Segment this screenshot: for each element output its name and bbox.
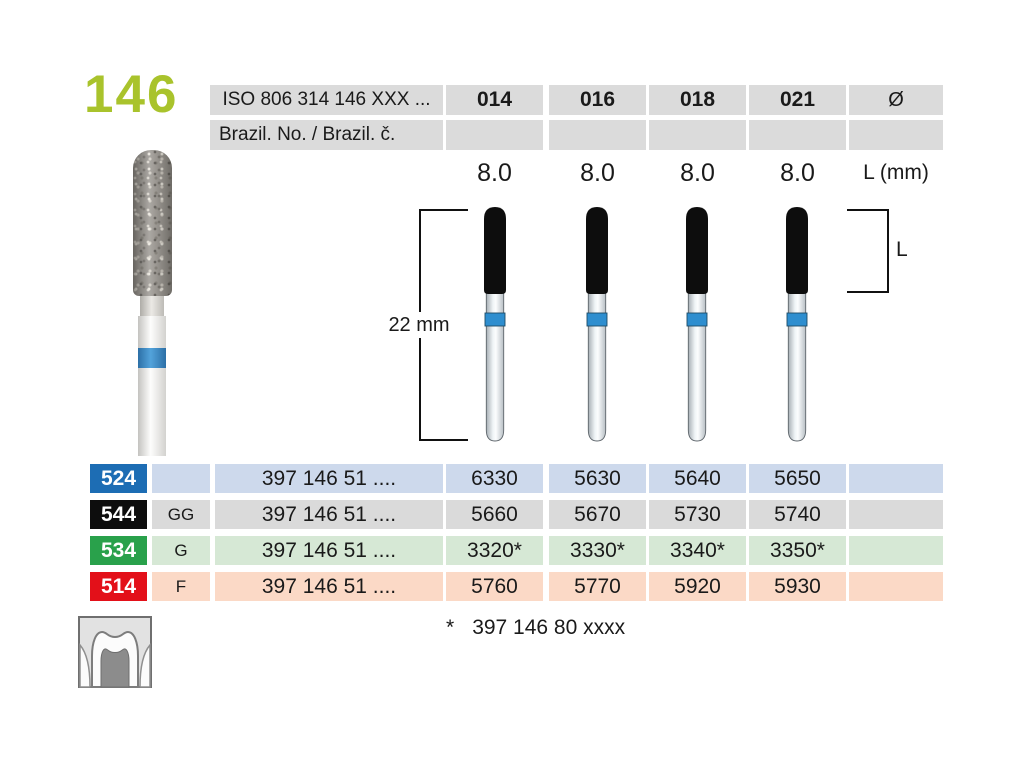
value-cell: 5640 (649, 464, 746, 493)
table-row: 524 397 146 51 .... 6330 5630 5640 5650 (0, 464, 1024, 493)
diameter-cell (849, 536, 943, 565)
brazil-spacer-cell (649, 120, 746, 150)
grit-grade-cell: G (152, 536, 210, 565)
working-length-bracket (887, 209, 889, 293)
size-header-018: 018 (649, 85, 746, 115)
size-header-016: 016 (549, 85, 646, 115)
overall-length-bracket (419, 209, 468, 211)
table-row: 514 F 397 146 51 .... 5760 5770 5920 593… (0, 572, 1024, 601)
bur-illustration-016-icon (586, 207, 608, 442)
bur-illustration-018-icon (686, 207, 708, 442)
diameter-cell (849, 500, 943, 529)
diamond-bur-photo-icon (127, 150, 177, 456)
value-cell: 3350* (749, 536, 846, 565)
order-number-cell: 397 146 51 .... (215, 464, 443, 493)
grit-grade-cell (152, 464, 210, 493)
value-cell: 5920 (649, 572, 746, 601)
code-badge: 534 (90, 536, 147, 565)
brazil-spacer-cell (849, 120, 943, 150)
bur-photo-shaft (138, 316, 166, 456)
size-header-014: 014 (446, 85, 543, 115)
diameter-cell (849, 572, 943, 601)
value-cell: 5770 (549, 572, 646, 601)
length-value: 8.0 (680, 159, 715, 187)
brazil-number-header: Brazil. No. / Brazil. č. (210, 120, 443, 150)
length-unit-label: L (mm) (863, 161, 929, 184)
order-number-cell: 397 146 51 .... (215, 500, 443, 529)
brazil-spacer-cell (446, 120, 543, 150)
value-cell: 5650 (749, 464, 846, 493)
brazil-spacer-cell (549, 120, 646, 150)
bur-illustration-014-icon (484, 207, 506, 442)
value-cell: 3330* (549, 536, 646, 565)
value-cell: 5740 (749, 500, 846, 529)
working-length-bracket (847, 209, 889, 211)
code-badge: 544 (90, 500, 147, 529)
diameter-cell (849, 464, 943, 493)
length-value: 8.0 (477, 159, 512, 187)
figure-number: 146 (84, 65, 179, 124)
length-value: 8.0 (580, 159, 615, 187)
value-cell: 5760 (446, 572, 543, 601)
order-number-cell: 397 146 51 .... (215, 572, 443, 601)
footnote-marker: * (446, 616, 455, 639)
bur-illustration-021-icon (786, 207, 808, 442)
brazil-spacer-cell (749, 120, 846, 150)
table-row: 534 G 397 146 51 .... 3320* 3330* 3340* … (0, 536, 1024, 565)
footnote: * 397 146 80 xxxx (446, 616, 625, 640)
code-badge: 524 (90, 464, 147, 493)
value-cell: 5930 (749, 572, 846, 601)
iso-number-header: ISO 806 314 146 XXX ... (210, 85, 443, 115)
grit-grade-cell: F (152, 572, 210, 601)
length-value: 8.0 (780, 159, 815, 187)
value-cell: 6330 (446, 464, 543, 493)
bur-photo-diamond-head (133, 150, 172, 296)
value-cell: 3320* (446, 536, 543, 565)
bur-photo-blue-band (138, 348, 166, 368)
footnote-text: 397 146 80 xxxx (472, 616, 626, 639)
bur-photo-neck (140, 296, 164, 316)
value-cell: 5630 (549, 464, 646, 493)
working-length-label: L (896, 238, 908, 261)
value-cell: 3340* (649, 536, 746, 565)
value-cell: 5660 (446, 500, 543, 529)
diameter-symbol-header: Ø (849, 85, 943, 115)
tooth-cross-section-icon (78, 616, 152, 688)
table-row: 544 GG 397 146 51 .... 5660 5670 5730 57… (0, 500, 1024, 529)
overall-length-label: 22 mm (383, 312, 455, 338)
value-cell: 5730 (649, 500, 746, 529)
code-badge: 514 (90, 572, 147, 601)
order-number-cell: 397 146 51 .... (215, 536, 443, 565)
value-cell: 5670 (549, 500, 646, 529)
overall-length-bracket (419, 439, 468, 441)
working-length-bracket (847, 291, 889, 293)
size-header-021: 021 (749, 85, 846, 115)
grit-grade-cell: GG (152, 500, 210, 529)
